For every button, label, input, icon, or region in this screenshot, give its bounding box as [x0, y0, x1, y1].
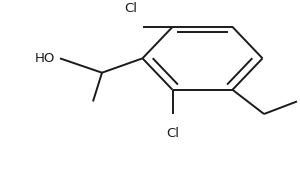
Text: Cl: Cl [166, 127, 179, 139]
Text: HO: HO [34, 52, 55, 65]
Text: Cl: Cl [124, 2, 137, 15]
